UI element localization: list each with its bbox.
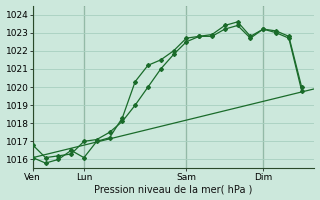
- X-axis label: Pression niveau de la mer( hPa ): Pression niveau de la mer( hPa ): [94, 184, 253, 194]
